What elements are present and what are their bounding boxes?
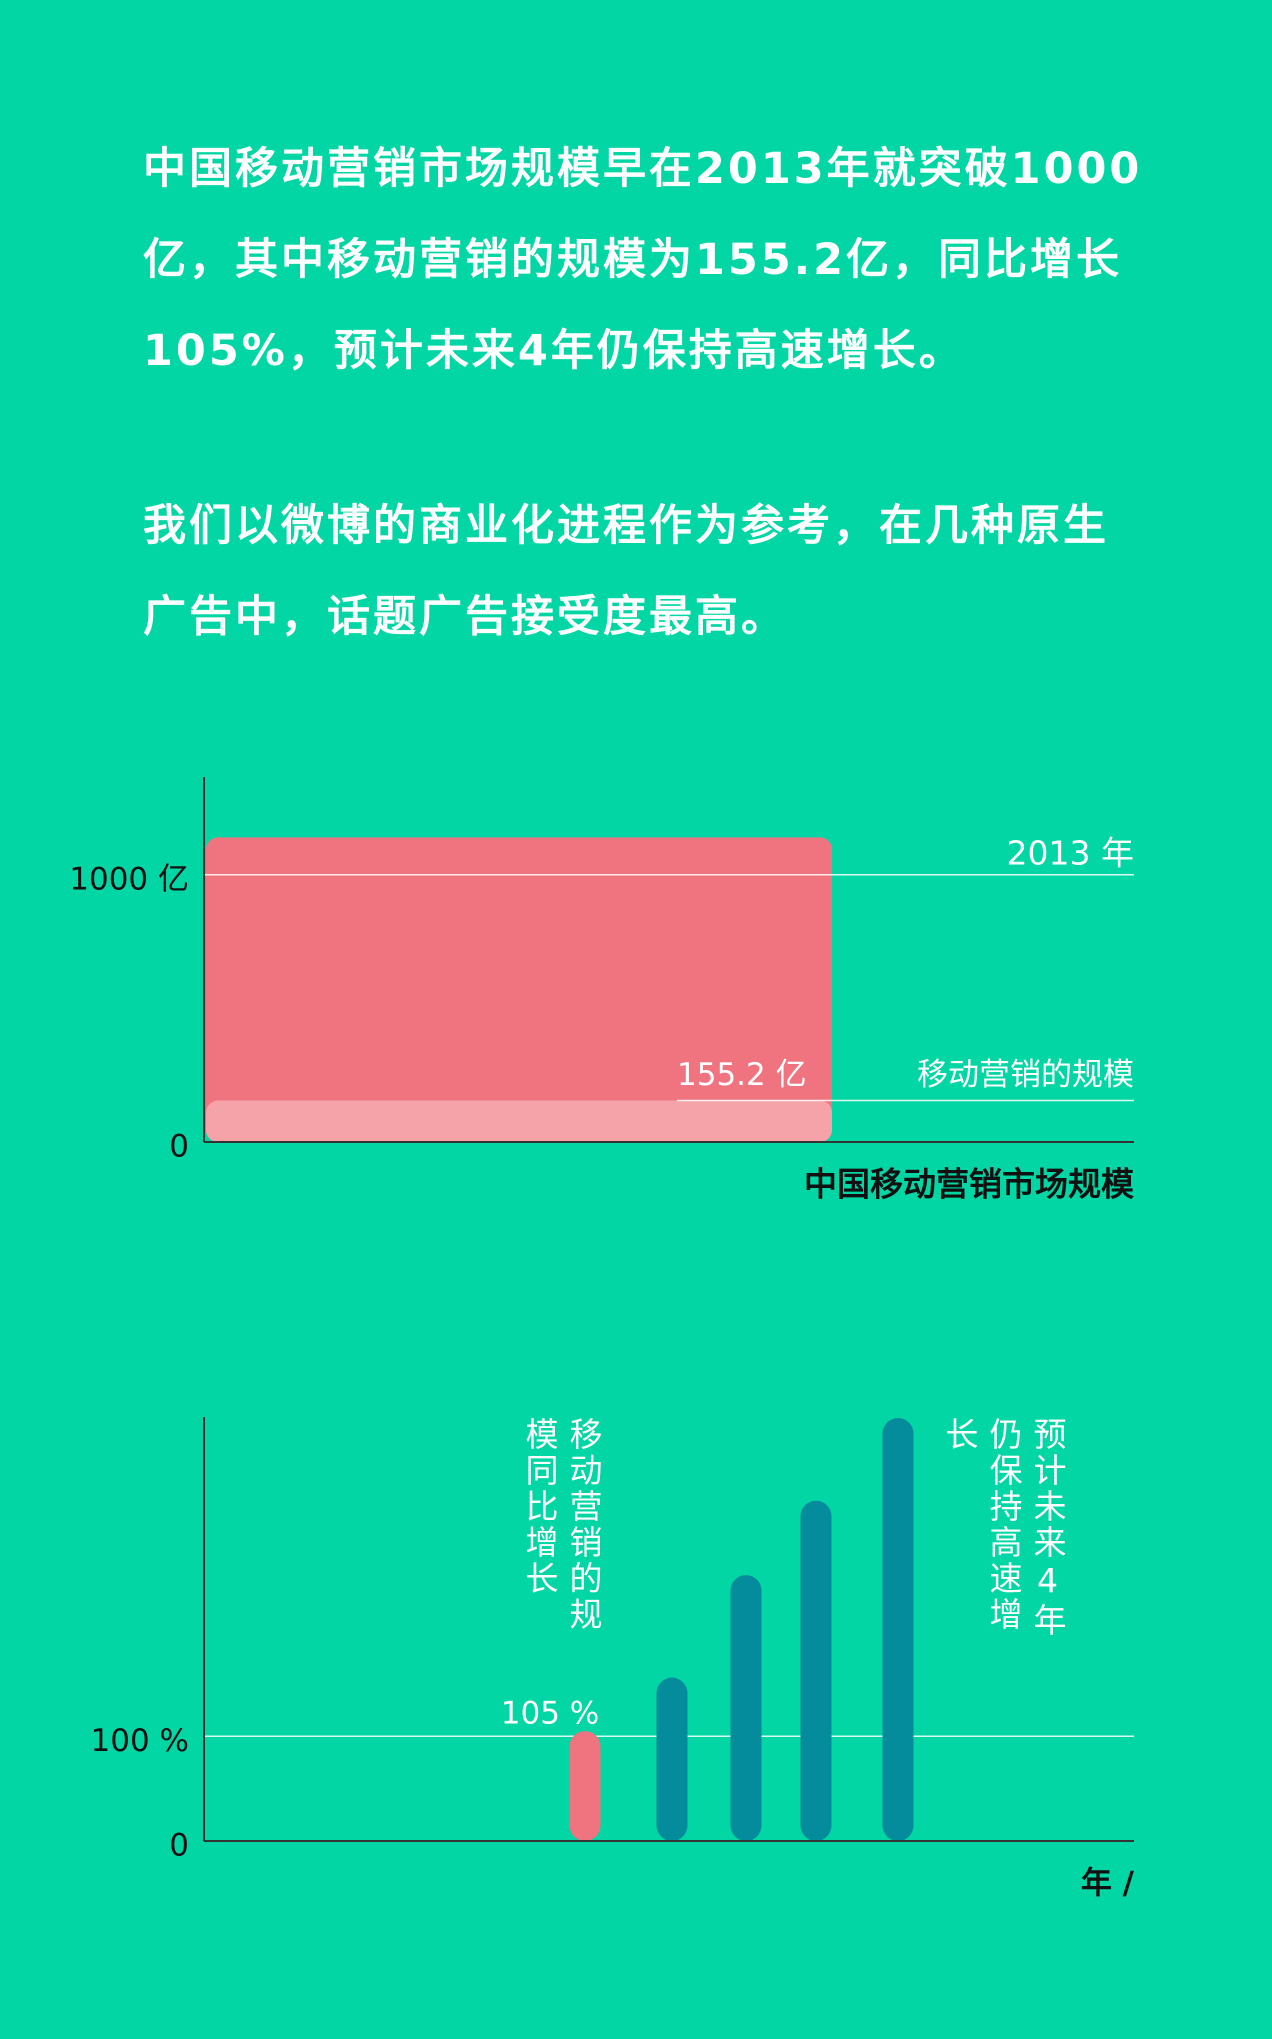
value-label: 105 % bbox=[501, 1696, 599, 1732]
legend-label: 中国移动营销市场规模 bbox=[804, 1165, 1135, 1204]
annotation: 2013 年 bbox=[1007, 833, 1134, 872]
bar bbox=[730, 1575, 762, 1841]
x-axis-label: 年 / bbox=[1081, 1866, 1135, 1902]
paragraph: 中国移动营销市场规模早在2013年就突破1000亿，其中移动营销的规模为155.… bbox=[143, 144, 1143, 376]
bar bbox=[206, 1100, 832, 1142]
bar bbox=[800, 1500, 832, 1841]
y-tick-label: 0 bbox=[169, 1828, 189, 1864]
legend-label: 移动营销的规模 bbox=[917, 1057, 1134, 1093]
paragraph: 我们以微博的商业化进程作为参考，在几种原生广告中，话题广告接受度最高。 bbox=[143, 501, 1109, 642]
y-tick-label: 100 % bbox=[91, 1723, 189, 1759]
bar bbox=[656, 1677, 688, 1841]
bar bbox=[569, 1731, 601, 1841]
y-tick-label: 0 bbox=[169, 1129, 189, 1165]
annotation: 预计未来4年仍保持高速增长 bbox=[940, 1417, 1067, 1639]
annotation: 移动营销的规模同比增长 bbox=[520, 1417, 603, 1633]
y-tick-label: 1000 亿 bbox=[69, 861, 189, 897]
value-label: 155.2 亿 bbox=[677, 1057, 807, 1093]
bar bbox=[206, 837, 832, 1142]
bar bbox=[882, 1418, 914, 1841]
